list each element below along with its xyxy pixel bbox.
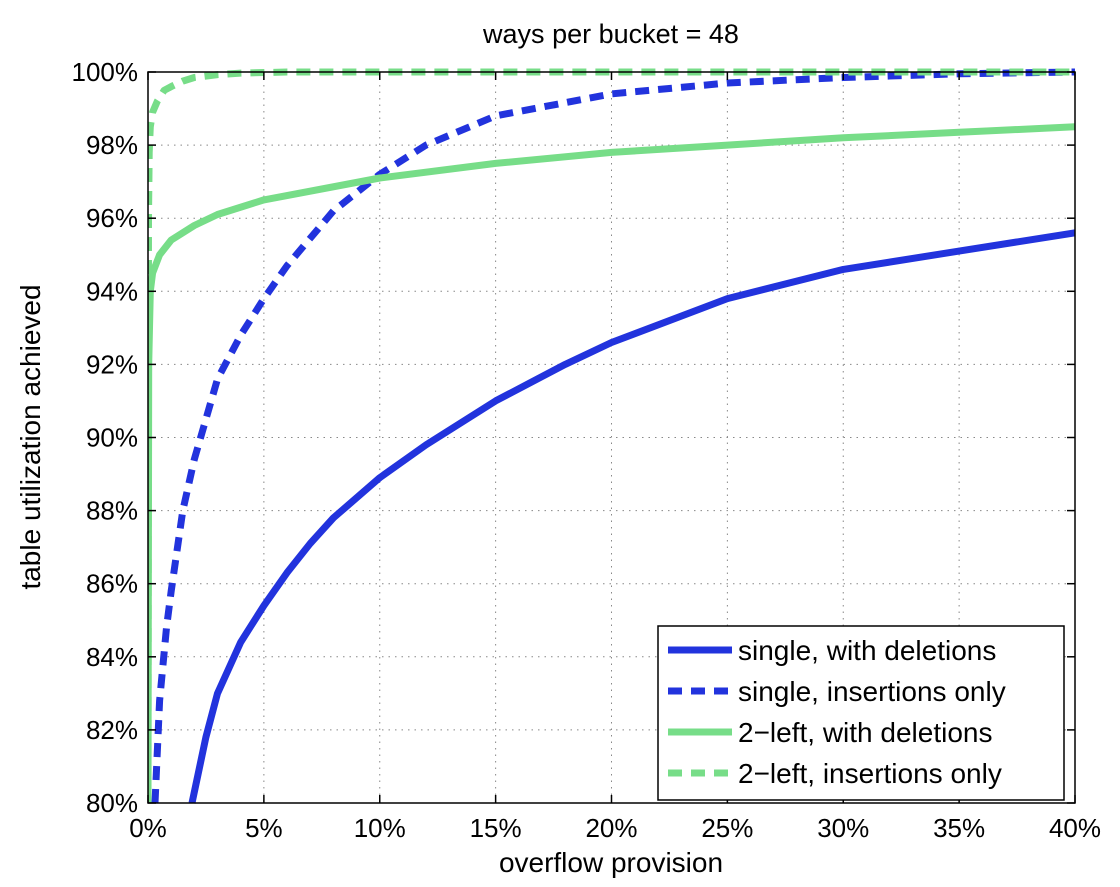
x-tick-labels: 0% 5% 10% 15% 20% 25% 30% 35% 40% [129,813,1101,843]
series-line-3 [148,123,1075,804]
x-tick-label: 35% [933,813,985,843]
legend-label: single, with deletions [738,635,996,666]
legend-label: single, insertions only [738,676,1006,707]
y-tick-label: 96% [86,203,138,233]
x-tick-label: 25% [701,813,753,843]
x-tick-label: 15% [470,813,522,843]
y-tick-labels: 80% 82% 84% 86% 88% 90% 92% 94% 96% 98% 100% [72,57,139,818]
x-tick-label: 5% [245,813,283,843]
y-axis-label: table utilization achieved [15,284,46,589]
x-tick-label: 0% [129,813,167,843]
x-tick-label: 20% [585,813,637,843]
y-tick-label: 80% [86,788,138,818]
x-tick-label: 30% [817,813,869,843]
y-tick-label: 86% [86,569,138,599]
y-tick-label: 94% [86,276,138,306]
legend-label: 2−left, with deletions [738,717,993,748]
series-line-2 [151,68,1075,804]
x-tick-label: 40% [1049,813,1101,843]
y-tick-label: 88% [86,496,138,526]
grid-lines [148,72,1075,803]
series-layer [148,68,1075,804]
chart-title: ways per bucket = 48 [482,19,739,49]
y-tick-label: 100% [72,57,139,87]
y-tick-label: 82% [86,715,138,745]
x-axis-label: overflow provision [499,847,723,878]
legend-label: 2−left, insertions only [738,758,1002,789]
y-tick-label: 92% [86,349,138,379]
y-tick-label: 90% [86,423,138,453]
series-line-1 [188,229,1075,804]
y-tick-label: 98% [86,130,138,160]
y-tick-label: 84% [86,642,138,672]
x-tick-label: 10% [354,813,406,843]
legend: single, with deletions single, insertions… [657,625,1065,801]
